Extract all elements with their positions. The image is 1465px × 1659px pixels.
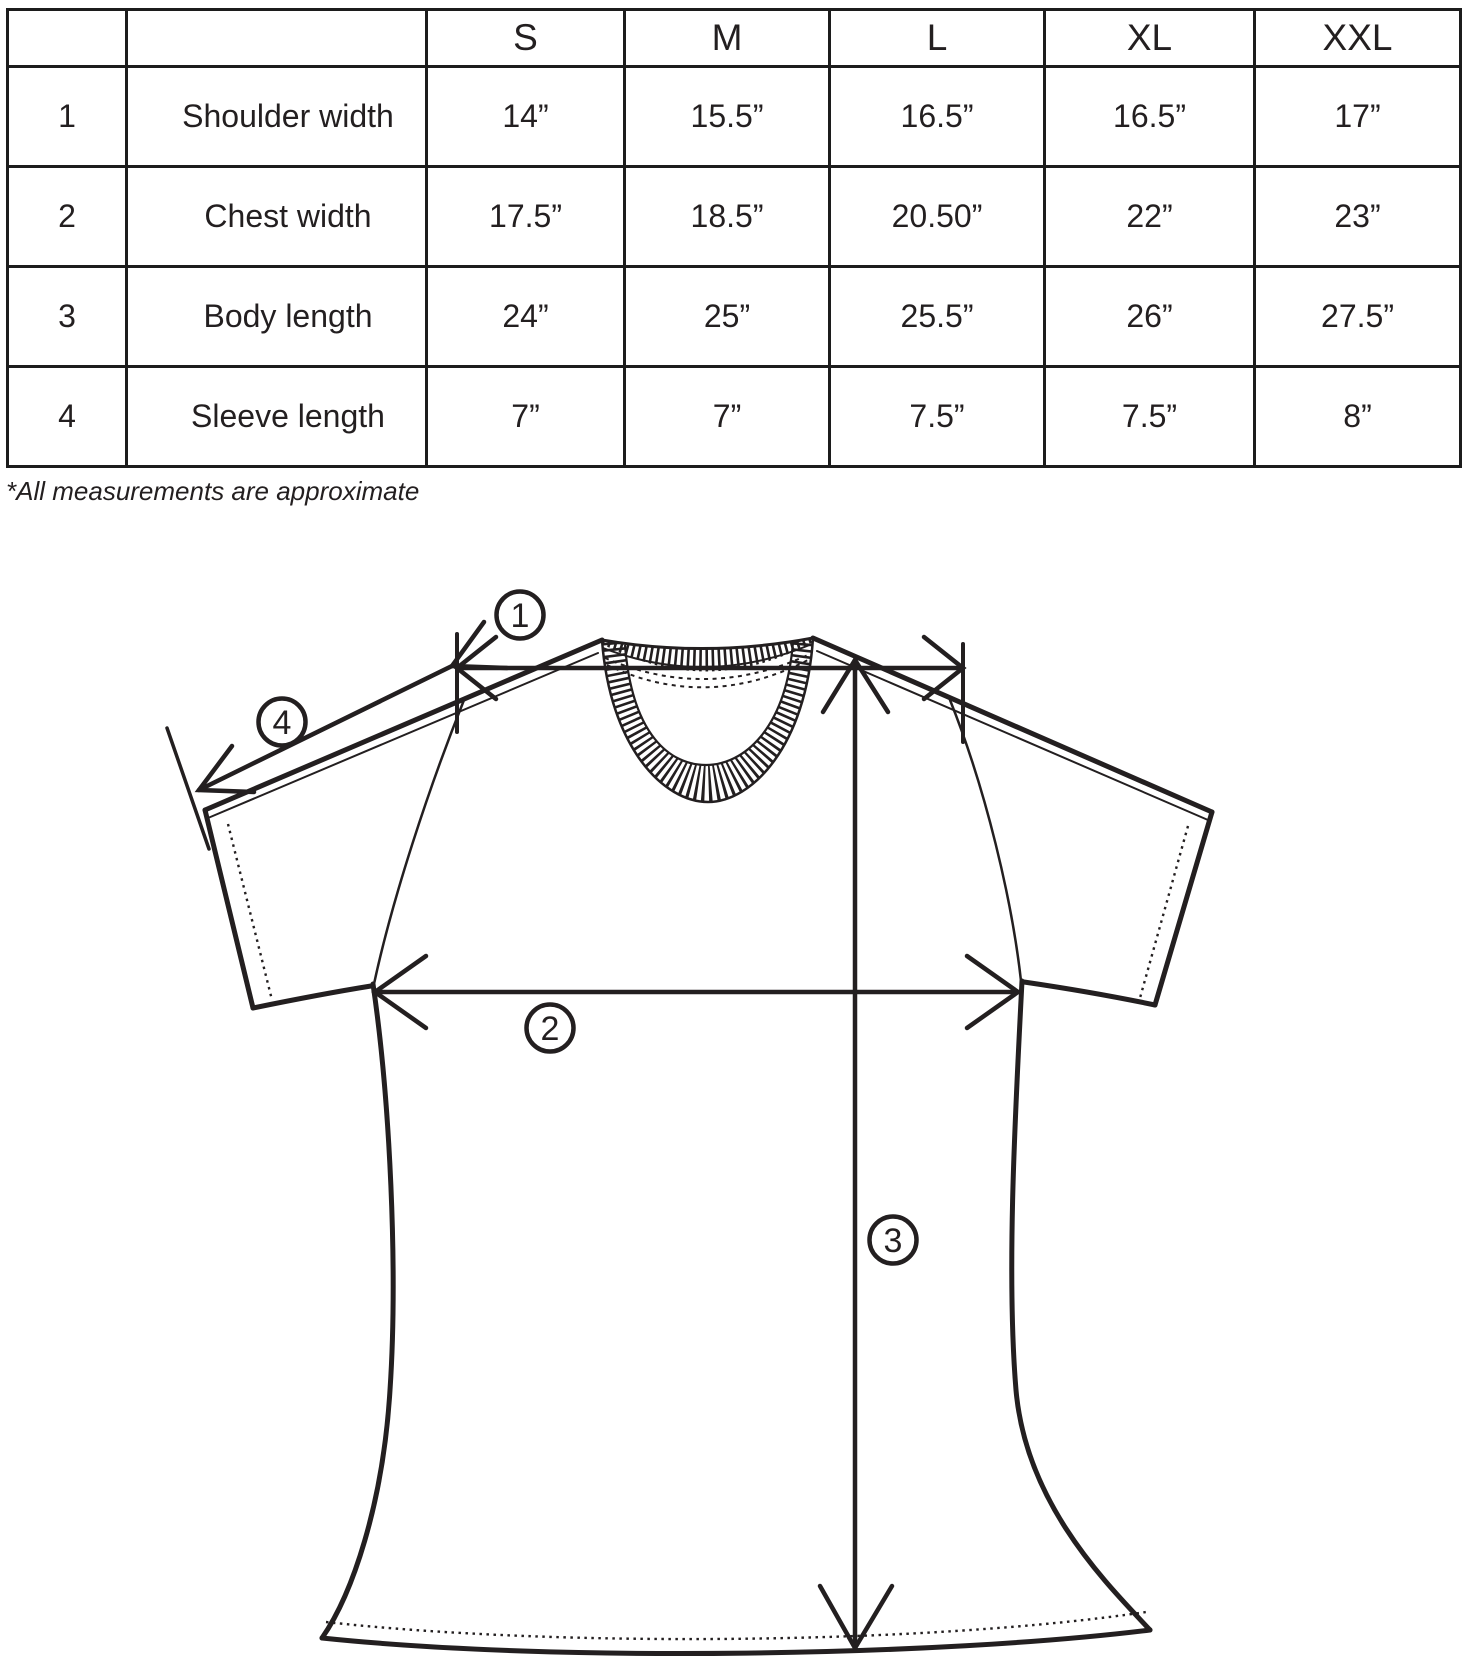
cell-value: 15.5” bbox=[623, 65, 831, 168]
cell-value: 25” bbox=[623, 265, 831, 368]
sleeve-length-arrowhead-bottom bbox=[194, 743, 257, 795]
dimension-arrows bbox=[165, 619, 1022, 1653]
row-number: 1 bbox=[6, 65, 128, 168]
cell-value: 26” bbox=[1043, 265, 1256, 368]
cell-value: 17.5” bbox=[425, 165, 626, 268]
row-number: 2 bbox=[6, 165, 128, 268]
collar-inner-edge bbox=[623, 641, 795, 767]
body-length-arrowhead-top bbox=[820, 655, 891, 715]
cell-value: 7.5” bbox=[828, 365, 1046, 468]
cell-value: 7” bbox=[623, 365, 831, 468]
right-sleeve-cuff bbox=[1152, 809, 1215, 1008]
hem-stitch bbox=[325, 1610, 1147, 1641]
marker-shoulder-width: 1 bbox=[494, 589, 546, 641]
left-cuff-stitch bbox=[226, 823, 274, 1001]
sleeve-length-arrow bbox=[196, 663, 455, 793]
cell-value: 16.5” bbox=[1043, 65, 1256, 168]
right-sleeve-underside bbox=[1021, 979, 1158, 1008]
back-neck-rib-hatching bbox=[602, 638, 813, 672]
marker-circle bbox=[256, 696, 308, 748]
header-size-s: S bbox=[425, 8, 626, 68]
stitch-lines bbox=[226, 823, 1190, 1641]
row-number: 3 bbox=[6, 265, 128, 368]
table-row: 2 Chest width 17.5” 18.5” 20.50” 22” 23” bbox=[6, 165, 1462, 268]
back-neck-stitch-2 bbox=[606, 659, 809, 689]
left-shoulder-stitch bbox=[207, 652, 599, 819]
cell-value: 25.5” bbox=[828, 265, 1046, 368]
collar-outer-edge bbox=[600, 637, 815, 804]
left-sleeve-cuff bbox=[202, 807, 256, 1011]
cell-value: 7.5” bbox=[1043, 365, 1256, 468]
table-row: 4 Sleeve length 7” 7” 7.5” 7.5” 8” bbox=[6, 365, 1462, 468]
right-armhole-seam bbox=[948, 698, 1023, 983]
chest-width-arrowhead-right bbox=[964, 953, 1022, 1031]
sleeve-length-arrowhead-top bbox=[447, 619, 510, 671]
collar bbox=[600, 637, 815, 804]
cell-value: 24” bbox=[425, 265, 626, 368]
marker-body-length: 3 bbox=[867, 1214, 919, 1266]
cell-value: 23” bbox=[1253, 165, 1462, 268]
row-label: Shoulder width bbox=[125, 65, 428, 168]
tshirt-outline bbox=[202, 635, 1215, 1657]
marker-number: 3 bbox=[884, 1222, 903, 1260]
header-empty-num bbox=[6, 8, 128, 68]
header-size-m: M bbox=[623, 8, 831, 68]
sleeve-length-extension-tick bbox=[165, 726, 211, 851]
marker-circle bbox=[494, 589, 546, 641]
cell-value: 7” bbox=[425, 365, 626, 468]
size-chart-table: S M L XL XXL 1 Shoulder width 14” 15.5” … bbox=[6, 8, 1462, 468]
row-label: Body length bbox=[125, 265, 428, 368]
marker-circle bbox=[524, 1002, 576, 1054]
right-shoulder-stitch bbox=[816, 650, 1209, 821]
header-size-xl: XL bbox=[1043, 8, 1256, 68]
table-row: 1 Shoulder width 14” 15.5” 16.5” 16.5” 1… bbox=[6, 65, 1462, 168]
cell-value: 14” bbox=[425, 65, 626, 168]
right-cuff-stitch bbox=[1138, 825, 1190, 999]
table-row: 3 Body length 24” 25” 25.5” 26” 27.5” bbox=[6, 265, 1462, 368]
header-size-l: L bbox=[828, 8, 1046, 68]
body-length-arrowhead-bottom bbox=[817, 1583, 895, 1653]
size-chart-section: S M L XL XXL 1 Shoulder width 14” 15.5” … bbox=[6, 8, 1462, 507]
left-armhole-seam bbox=[372, 698, 466, 986]
chest-width-arrowhead-left bbox=[371, 953, 429, 1031]
tshirt-diagram: 1 2 3 4 bbox=[165, 589, 1215, 1657]
right-side-seam bbox=[1009, 978, 1153, 1633]
bottom-hem bbox=[319, 1627, 1153, 1657]
header-empty-label bbox=[125, 8, 428, 68]
marker-chest-width: 2 bbox=[524, 1002, 576, 1054]
left-side-seam bbox=[319, 981, 396, 1641]
cell-value: 17” bbox=[1253, 65, 1462, 168]
marker-number: 2 bbox=[541, 1010, 560, 1048]
row-label: Sleeve length bbox=[125, 365, 428, 468]
row-label: Chest width bbox=[125, 165, 428, 268]
header-size-xxl: XXL bbox=[1253, 8, 1462, 68]
left-sleeve-underside bbox=[250, 983, 374, 1011]
cell-value: 20.50” bbox=[828, 165, 1046, 268]
measurements-footnote: *All measurements are approximate bbox=[6, 476, 420, 506]
dimension-markers: 1 2 3 4 bbox=[256, 589, 919, 1266]
marker-number: 1 bbox=[511, 597, 530, 635]
header-row: S M L XL XXL bbox=[6, 8, 1462, 68]
cell-value: 22” bbox=[1043, 165, 1256, 268]
cell-value: 18.5” bbox=[623, 165, 831, 268]
right-shoulder-seam bbox=[810, 635, 1215, 815]
marker-circle bbox=[867, 1214, 919, 1266]
cell-value: 16.5” bbox=[828, 65, 1046, 168]
row-number: 4 bbox=[6, 365, 128, 468]
marker-sleeve-length: 4 bbox=[256, 696, 308, 748]
cell-value: 8” bbox=[1253, 365, 1462, 468]
marker-number: 4 bbox=[273, 704, 292, 742]
cell-value: 27.5” bbox=[1253, 265, 1462, 368]
